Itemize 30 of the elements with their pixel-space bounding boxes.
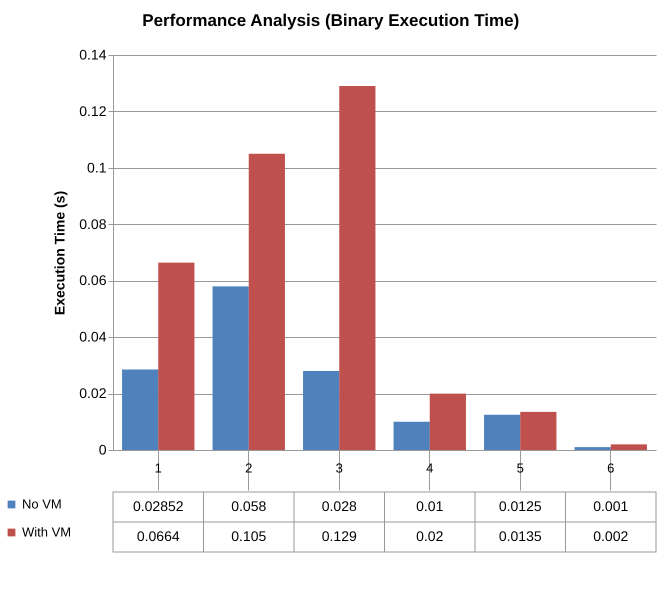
x-tick-label: 6 bbox=[607, 460, 614, 476]
x-tick-label: 1 bbox=[154, 460, 162, 476]
data-label: 0.002 bbox=[593, 528, 628, 544]
x-tick-label: 4 bbox=[426, 460, 434, 476]
legend-label: With VM bbox=[22, 524, 72, 540]
legend-label: No VM bbox=[22, 496, 62, 512]
data-label: 0.105 bbox=[231, 528, 266, 544]
y-axis-title: Execution Time (s) bbox=[51, 190, 68, 316]
y-tick-label: 0.02 bbox=[79, 385, 107, 402]
y-tick-label: 0.08 bbox=[79, 216, 107, 232]
data-label: 0.02 bbox=[416, 528, 444, 544]
x-tick-label: 5 bbox=[516, 460, 524, 476]
y-tick-label: 0 bbox=[98, 442, 107, 458]
chart-title: Performance Analysis (Binary Execution Time) bbox=[142, 11, 520, 30]
data-label: 0.129 bbox=[322, 528, 357, 544]
data-label: 0.01 bbox=[416, 498, 444, 514]
data-label: 0.0664 bbox=[136, 528, 180, 544]
y-tick-label: 0.12 bbox=[79, 102, 107, 119]
data-label: 0.028 bbox=[322, 498, 357, 514]
data-label: 0.0125 bbox=[498, 498, 542, 514]
y-tick-label: 0.04 bbox=[79, 328, 107, 345]
data-label: 0.02852 bbox=[132, 498, 184, 514]
y-tick-label: 0.06 bbox=[79, 272, 107, 288]
y-tick-label: 0.14 bbox=[79, 46, 107, 62]
data-label: 0.001 bbox=[593, 498, 628, 514]
x-tick-label: 2 bbox=[245, 460, 252, 476]
x-tick-label: 3 bbox=[336, 460, 343, 476]
data-label: 0.058 bbox=[231, 498, 266, 514]
data-label: 0.0135 bbox=[498, 528, 542, 544]
y-tick-label: 0.1 bbox=[87, 159, 107, 176]
